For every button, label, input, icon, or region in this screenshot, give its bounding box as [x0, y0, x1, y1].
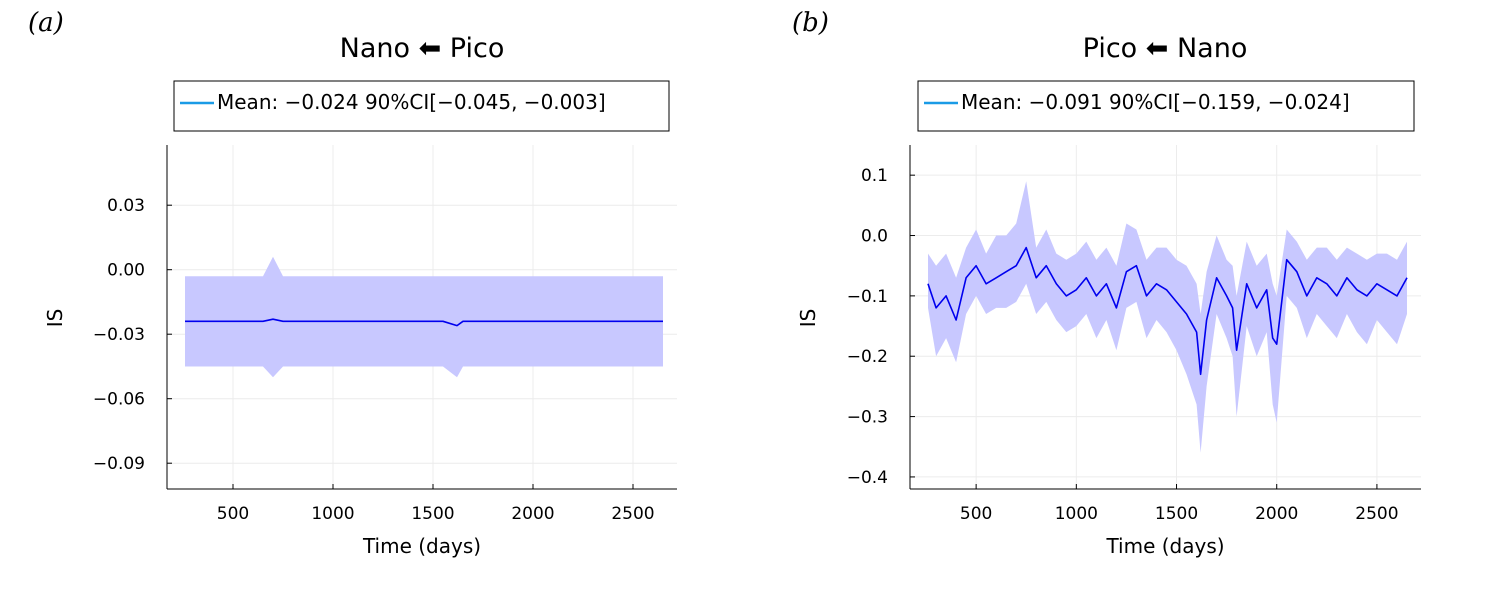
y-tick-label: −0.2 [847, 347, 888, 367]
x-tick-label: 1500 [411, 504, 454, 524]
y-tick-label: −0.09 [93, 454, 145, 474]
legend-entry: Mean: −0.091 90%CI[−0.159, −0.024] [961, 90, 1350, 114]
x-tick-label: 2500 [611, 504, 654, 524]
x-tick-label: 2000 [511, 504, 554, 524]
y-tick-label: 0.1 [861, 166, 888, 186]
legend-box [917, 80, 1415, 132]
x-axis-label: Time (days) [1105, 534, 1224, 558]
panel-a: 500 1000 1500 2000 2500 0.03 0.00 −0.03 −0.06 −0.… [28, 8, 677, 558]
y-tick-label: −0.3 [847, 408, 888, 428]
y-tick-label: −0.4 [847, 468, 888, 488]
x-tick-label: 2500 [1355, 504, 1398, 524]
y-tick-label: −0.1 [847, 287, 888, 307]
x-tick-label: 500 [217, 504, 249, 524]
panel-b: 500 1000 1500 2000 2500 0.1 0.0 −0.1 −0.2 −0.3 −0.… [792, 8, 1421, 558]
chart-title: Nano ⬅ Pico [340, 33, 505, 64]
y-axis-label: IS [43, 309, 67, 328]
y-tick-label: 0.03 [107, 196, 145, 216]
y-axis-label: IS [796, 309, 820, 328]
panel-label: (b) [792, 8, 829, 38]
mean-line [185, 318, 663, 327]
y-tick-label: 0.00 [107, 261, 145, 281]
legend-entry: Mean: −0.024 90%CI[−0.045, −0.003] [217, 90, 606, 114]
confidence-band [185, 256, 663, 378]
x-tick-label: 500 [960, 504, 992, 524]
legend-box [173, 80, 670, 132]
x-tick-label: 1500 [1155, 504, 1198, 524]
y-tick-label: 0.0 [861, 227, 888, 247]
chart-title: Pico ⬅ Nano [1083, 33, 1248, 64]
y-tick-label: −0.03 [93, 325, 145, 345]
y-tick-label: −0.06 [93, 390, 145, 410]
x-axis-label: Time (days) [362, 534, 481, 558]
x-tick-label: 2000 [1255, 504, 1298, 524]
panel-label: (a) [28, 8, 64, 38]
x-tick-label: 1000 [311, 504, 354, 524]
x-tick-label: 1000 [1055, 504, 1098, 524]
mean-line [927, 246, 1408, 376]
confidence-band [928, 181, 1407, 453]
